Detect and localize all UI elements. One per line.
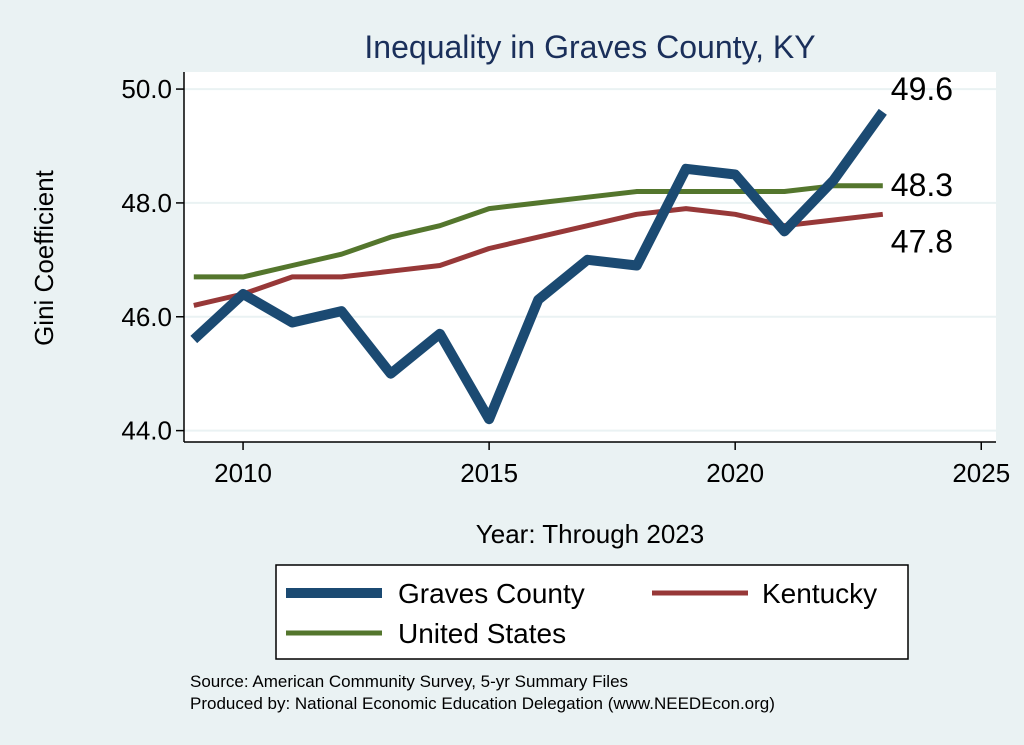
end-label-kentucky: 47.8 [891,223,953,259]
y-tick-label: 48.0 [121,188,172,218]
source-note: Source: American Community Survey, 5-yr … [190,672,628,691]
chart-title: Inequality in Graves County, KY [364,29,815,65]
y-axis-ticks: 44.0 46.0 48.0 50.0 [121,74,184,446]
y-axis-title: Gini Coefficient [29,169,59,346]
series-line-united-states [193,183,883,280]
series-line-graves-county [190,108,887,425]
x-tick-label: 2020 [706,458,764,488]
y-tick-label: 50.0 [121,74,172,104]
x-tick-label: 2015 [460,458,518,488]
legend-label-graves-county: Graves County [398,578,585,609]
end-label-graves-county: 49.6 [891,71,953,107]
legend-box [275,564,909,660]
x-axis-title: Year: Through 2023 [476,519,704,549]
x-tick-label: 2025 [952,458,1010,488]
legend-label-kentucky: Kentucky [762,578,877,609]
legend-label-united-states: United States [398,618,566,649]
series-lines [190,108,887,425]
producer-note: Produced by: National Economic Education… [190,694,775,713]
x-axis-ticks: 2010 2015 2020 2025 [214,442,1010,488]
legend: Graves County Kentucky United States [275,564,909,660]
x-tick-label: 2010 [214,458,272,488]
end-label-united-states: 48.3 [891,167,953,203]
series-line-kentucky [193,206,884,308]
y-tick-label: 46.0 [121,302,172,332]
y-tick-label: 44.0 [121,416,172,446]
